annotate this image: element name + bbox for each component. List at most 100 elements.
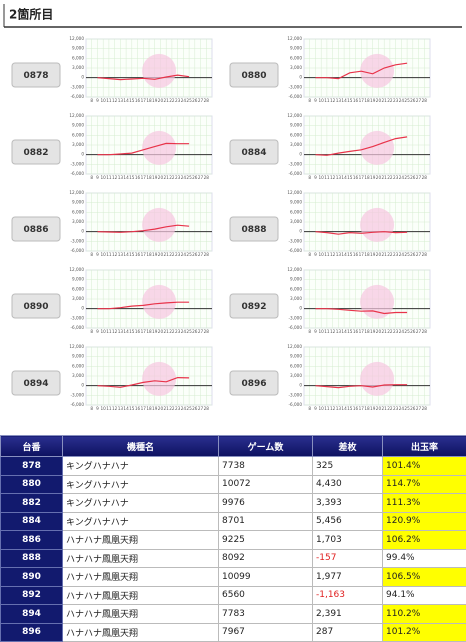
x-tick-label: 8 bbox=[90, 406, 93, 411]
table-cell: 1,977 bbox=[313, 568, 383, 587]
x-tick-label: 8 bbox=[308, 329, 311, 334]
y-tick-label: 6,000 bbox=[72, 286, 84, 291]
table-cell: 9976 bbox=[219, 494, 313, 513]
x-tick-label: 8 bbox=[90, 329, 93, 334]
y-tick-label: 0 bbox=[81, 152, 84, 157]
x-tick-label: 28 bbox=[422, 252, 428, 257]
table-cell: 878 bbox=[1, 457, 63, 476]
table-cell: 886 bbox=[1, 531, 63, 550]
y-tick-label: 0 bbox=[81, 383, 84, 388]
y-tick-label: 9,000 bbox=[72, 354, 84, 359]
table-cell: キングハナハナ bbox=[63, 475, 219, 494]
y-tick-label: -6,000 bbox=[289, 325, 303, 330]
y-tick-label: 12,000 bbox=[69, 267, 84, 272]
y-tick-label: 9,000 bbox=[290, 354, 302, 359]
table-cell: 5,456 bbox=[313, 512, 383, 531]
watermark bbox=[360, 362, 394, 396]
y-tick-label: -6,000 bbox=[289, 402, 303, 407]
y-tick-label: -6,000 bbox=[71, 94, 85, 99]
table-cell: 101.4% bbox=[383, 457, 466, 476]
y-tick-label: 6,000 bbox=[290, 55, 302, 60]
y-tick-label: 9,000 bbox=[72, 123, 84, 128]
y-tick-label: -6,000 bbox=[71, 171, 85, 176]
y-tick-label: 12,000 bbox=[287, 344, 302, 349]
column-header: ゲーム数 bbox=[219, 436, 313, 457]
table-cell: 114.7% bbox=[383, 475, 466, 494]
machine-label: 0882 bbox=[23, 148, 48, 158]
y-tick-label: -3,000 bbox=[71, 161, 85, 166]
machine-label: 0880 bbox=[241, 71, 266, 81]
table-cell: 7738 bbox=[219, 457, 313, 476]
table-cell: 8092 bbox=[219, 549, 313, 568]
watermark bbox=[142, 362, 176, 396]
x-tick-label: 28 bbox=[422, 175, 428, 180]
y-tick-label: 3,000 bbox=[72, 219, 84, 224]
y-tick-label: 6,000 bbox=[72, 363, 84, 368]
y-tick-label: 6,000 bbox=[72, 209, 84, 214]
table-cell: 7967 bbox=[219, 623, 313, 642]
y-tick-label: 3,000 bbox=[290, 65, 302, 70]
table-cell: キングハナハナ bbox=[63, 457, 219, 476]
x-tick-label: 8 bbox=[308, 406, 311, 411]
table-cell: 894 bbox=[1, 605, 63, 624]
y-tick-label: 9,000 bbox=[72, 200, 84, 205]
y-tick-label: 3,000 bbox=[72, 65, 84, 70]
table-cell: 888 bbox=[1, 549, 63, 568]
y-tick-label: 6,000 bbox=[72, 132, 84, 137]
y-tick-label: 3,000 bbox=[72, 373, 84, 378]
table-cell: 99.4% bbox=[383, 549, 466, 568]
table-cell: 10099 bbox=[219, 568, 313, 587]
table-cell: 101.2% bbox=[383, 623, 466, 642]
watermark bbox=[142, 208, 176, 242]
table-cell: 10072 bbox=[219, 475, 313, 494]
table-cell: ハナハナ鳳凰天翔 bbox=[63, 605, 219, 624]
y-tick-label: 6,000 bbox=[290, 209, 302, 214]
y-tick-label: 12,000 bbox=[69, 36, 84, 41]
table-cell: 106.2% bbox=[383, 531, 466, 550]
y-tick-label: -6,000 bbox=[289, 248, 303, 253]
x-tick-label: 9 bbox=[314, 406, 317, 411]
watermark bbox=[142, 131, 176, 165]
table-cell: 120.9% bbox=[383, 512, 466, 531]
table-header: 台番機種名ゲーム数差枚出玉率 bbox=[1, 436, 466, 457]
column-header: 出玉率 bbox=[383, 436, 466, 457]
y-tick-label: 3,000 bbox=[290, 219, 302, 224]
y-tick-label: 12,000 bbox=[69, 344, 84, 349]
x-tick-label: 9 bbox=[96, 406, 99, 411]
table-cell: 880 bbox=[1, 475, 63, 494]
x-tick-label: 9 bbox=[314, 252, 317, 257]
x-tick-label: 8 bbox=[308, 175, 311, 180]
x-tick-label: 9 bbox=[314, 98, 317, 103]
watermark bbox=[142, 285, 176, 319]
table-cell: ハナハナ鳳凰天翔 bbox=[63, 531, 219, 550]
y-tick-label: 9,000 bbox=[72, 277, 84, 282]
x-tick-label: 9 bbox=[96, 175, 99, 180]
watermark bbox=[142, 54, 176, 88]
watermark bbox=[360, 54, 394, 88]
machine-label: 0886 bbox=[23, 225, 48, 235]
table-cell: ハナハナ鳳凰天翔 bbox=[63, 549, 219, 568]
y-tick-label: -3,000 bbox=[71, 238, 85, 243]
table-cell: ハナハナ鳳凰天翔 bbox=[63, 568, 219, 587]
x-tick-label: 28 bbox=[422, 406, 428, 411]
y-tick-label: -3,000 bbox=[289, 84, 303, 89]
x-tick-label: 9 bbox=[314, 329, 317, 334]
y-tick-label: 0 bbox=[299, 75, 302, 80]
y-tick-label: 6,000 bbox=[72, 55, 84, 60]
y-tick-label: -6,000 bbox=[71, 325, 85, 330]
y-tick-label: -3,000 bbox=[289, 392, 303, 397]
x-tick-label: 28 bbox=[204, 175, 210, 180]
y-tick-label: 6,000 bbox=[290, 363, 302, 368]
x-tick-label: 9 bbox=[96, 98, 99, 103]
y-tick-label: -6,000 bbox=[289, 94, 303, 99]
x-tick-label: 28 bbox=[204, 98, 210, 103]
table-cell: 8701 bbox=[219, 512, 313, 531]
table-cell: 106.5% bbox=[383, 568, 466, 587]
x-tick-label: 9 bbox=[314, 175, 317, 180]
